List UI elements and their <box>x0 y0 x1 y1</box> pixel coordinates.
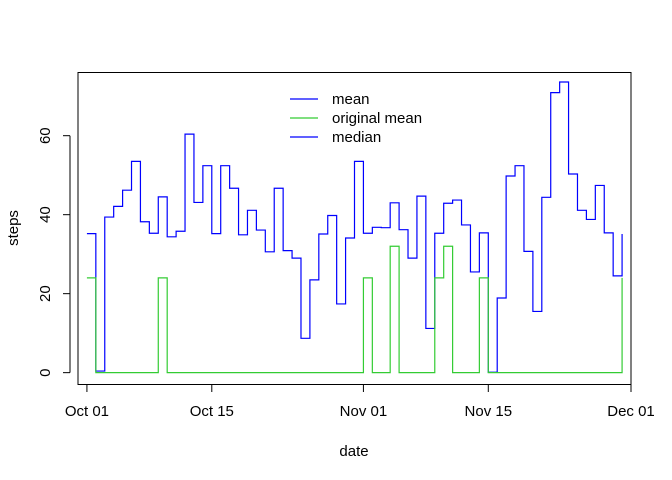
legend: mean original mean median <box>290 91 422 146</box>
y-tick-label: 40 <box>37 206 54 223</box>
series-layer <box>86 81 623 374</box>
x-axis-label: date <box>339 443 368 460</box>
legend-label: median <box>332 129 381 146</box>
y-tick-label: 20 <box>37 285 54 302</box>
y-tick-label: 60 <box>37 127 54 144</box>
legend-label: original mean <box>332 110 422 127</box>
series-line-mean <box>86 81 623 373</box>
x-tick-label: Oct 15 <box>190 403 234 420</box>
x-tick-label: Dec 01 <box>607 403 655 420</box>
x-axis: Oct 01 Oct 15 Nov 01 Nov 15 Dec 01 <box>65 384 655 420</box>
y-tick-label: 0 <box>37 368 54 376</box>
y-axis: 0 20 40 60 <box>37 127 71 377</box>
series-line-original-mean <box>86 245 623 374</box>
y-axis-label: steps <box>5 210 22 246</box>
x-tick-label: Nov 01 <box>340 403 388 420</box>
x-tick-label: Oct 01 <box>65 403 109 420</box>
x-tick-label: Nov 15 <box>465 403 513 420</box>
legend-label: mean <box>332 91 370 108</box>
